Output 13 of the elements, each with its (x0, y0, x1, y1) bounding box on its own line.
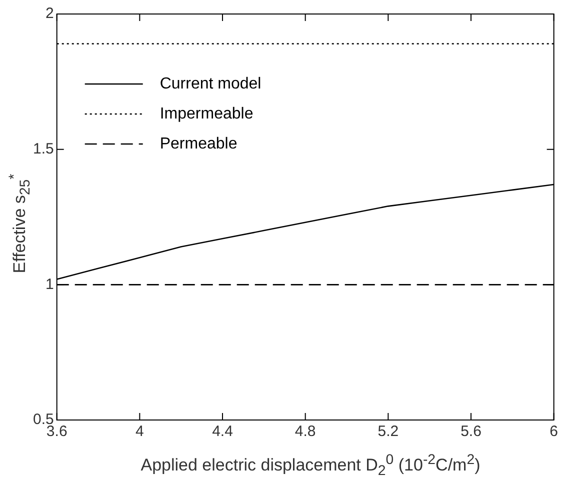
x-tick-label: 4.4 (212, 423, 233, 440)
legend-label: Current model (160, 75, 262, 92)
x-axis-title: Applied electric displacement D$_{2}$$^{0}$ (10$^{-2}$C/m$^{2}$) (140, 452, 482, 480)
y-tick-label: 2 (46, 5, 54, 22)
x-tick-label: 5.6 (460, 423, 482, 440)
legend-label: Permeable (160, 135, 238, 152)
x-tick-label: 4 (136, 423, 144, 440)
legend-label: Impermeable (160, 105, 254, 122)
x-tick-label: 6 (550, 423, 558, 440)
y-tick-label: 1 (46, 276, 54, 293)
x-tick-label: 4.8 (294, 423, 316, 440)
y-tick-label: 1.5 (32, 140, 54, 158)
x-tick-label: 5.2 (378, 423, 399, 440)
